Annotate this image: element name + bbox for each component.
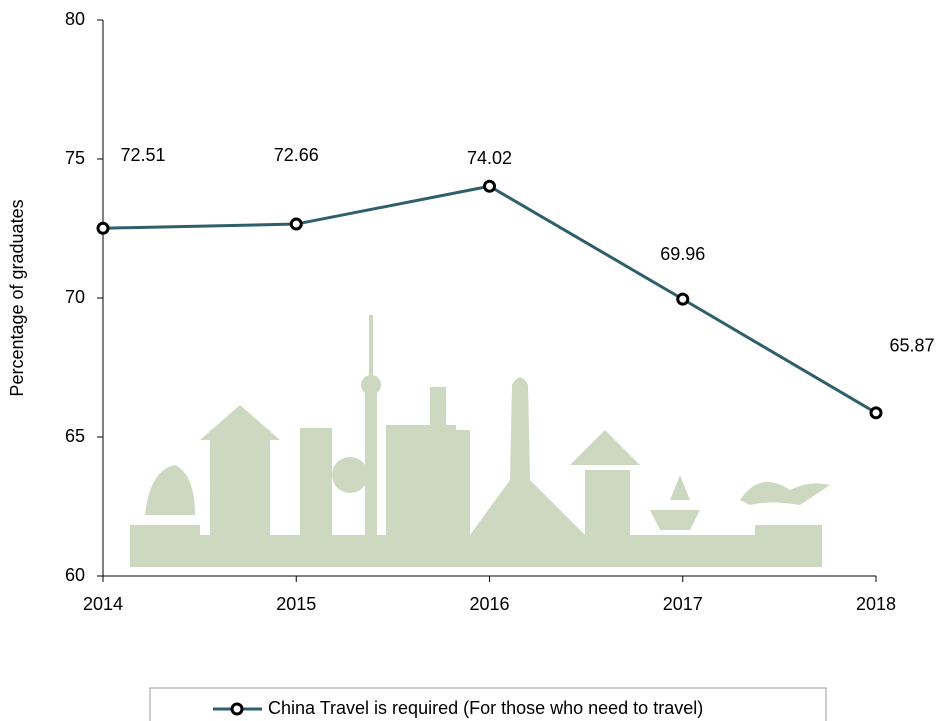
skyline-background: [130, 315, 830, 567]
marker: [289, 217, 303, 231]
legend-box: [149, 687, 827, 721]
marker: [483, 179, 496, 193]
data-label: 69.96: [660, 244, 705, 264]
y-tick-label: 80: [65, 9, 85, 29]
x-tick-label: 2018: [856, 594, 896, 614]
line: [102, 184, 877, 415]
data-label: 72.51: [120, 145, 165, 165]
legend-marker: [230, 702, 244, 716]
x-tick-label: 2015: [276, 594, 316, 614]
data-label: 74.02: [467, 148, 512, 168]
data-label: 65.87: [889, 336, 934, 356]
marker: [676, 292, 690, 306]
x-tick-label: 2016: [469, 594, 509, 614]
y-tick-label: 65: [65, 426, 85, 446]
legend-label: China Travel is required (For those who …: [268, 698, 703, 718]
y-tick-label: 75: [65, 148, 85, 168]
x-tick-label: 2017: [663, 594, 703, 614]
y-tick-label: 70: [65, 287, 85, 307]
marker: [96, 221, 110, 235]
y-tick-label: 60: [65, 565, 85, 585]
marker: [869, 406, 883, 420]
data-label: 72.66: [274, 145, 319, 165]
x-tick-label: 2014: [83, 594, 123, 614]
y-axis-label: Percentage of graduates: [7, 199, 27, 396]
